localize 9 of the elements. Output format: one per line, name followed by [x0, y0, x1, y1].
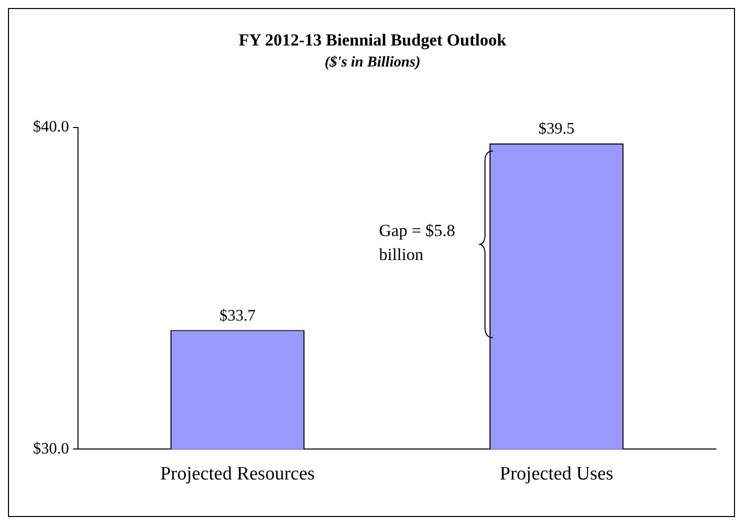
data-label: $39.5 [538, 120, 574, 138]
x-tick-label: Projected Uses [500, 464, 614, 485]
annotation: Gap = $5.8 billion [379, 220, 456, 266]
y-tick-label: $30.0 [33, 440, 69, 458]
chart-title: FY 2012-13 Biennial Budget Outlook [238, 30, 507, 50]
chart-subtitle: ($'s in Billions) [324, 54, 420, 70]
y-tick-label: $40.0 [33, 118, 69, 136]
x-tick-label: Projected Resources [160, 464, 315, 485]
data-label: $33.7 [220, 307, 256, 324]
